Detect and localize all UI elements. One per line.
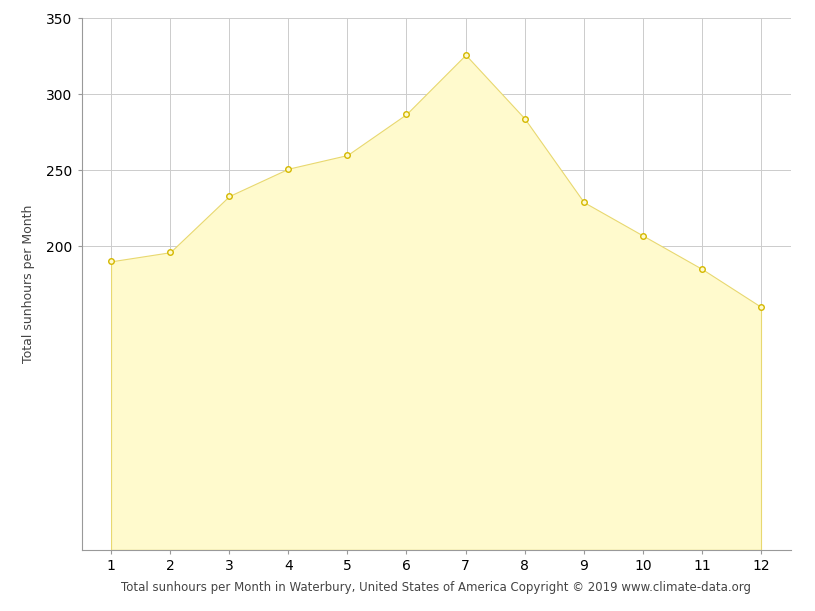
- X-axis label: Total sunhours per Month in Waterbury, United States of America Copyright © 2019: Total sunhours per Month in Waterbury, U…: [121, 581, 751, 595]
- Y-axis label: Total sunhours per Month: Total sunhours per Month: [22, 205, 35, 364]
